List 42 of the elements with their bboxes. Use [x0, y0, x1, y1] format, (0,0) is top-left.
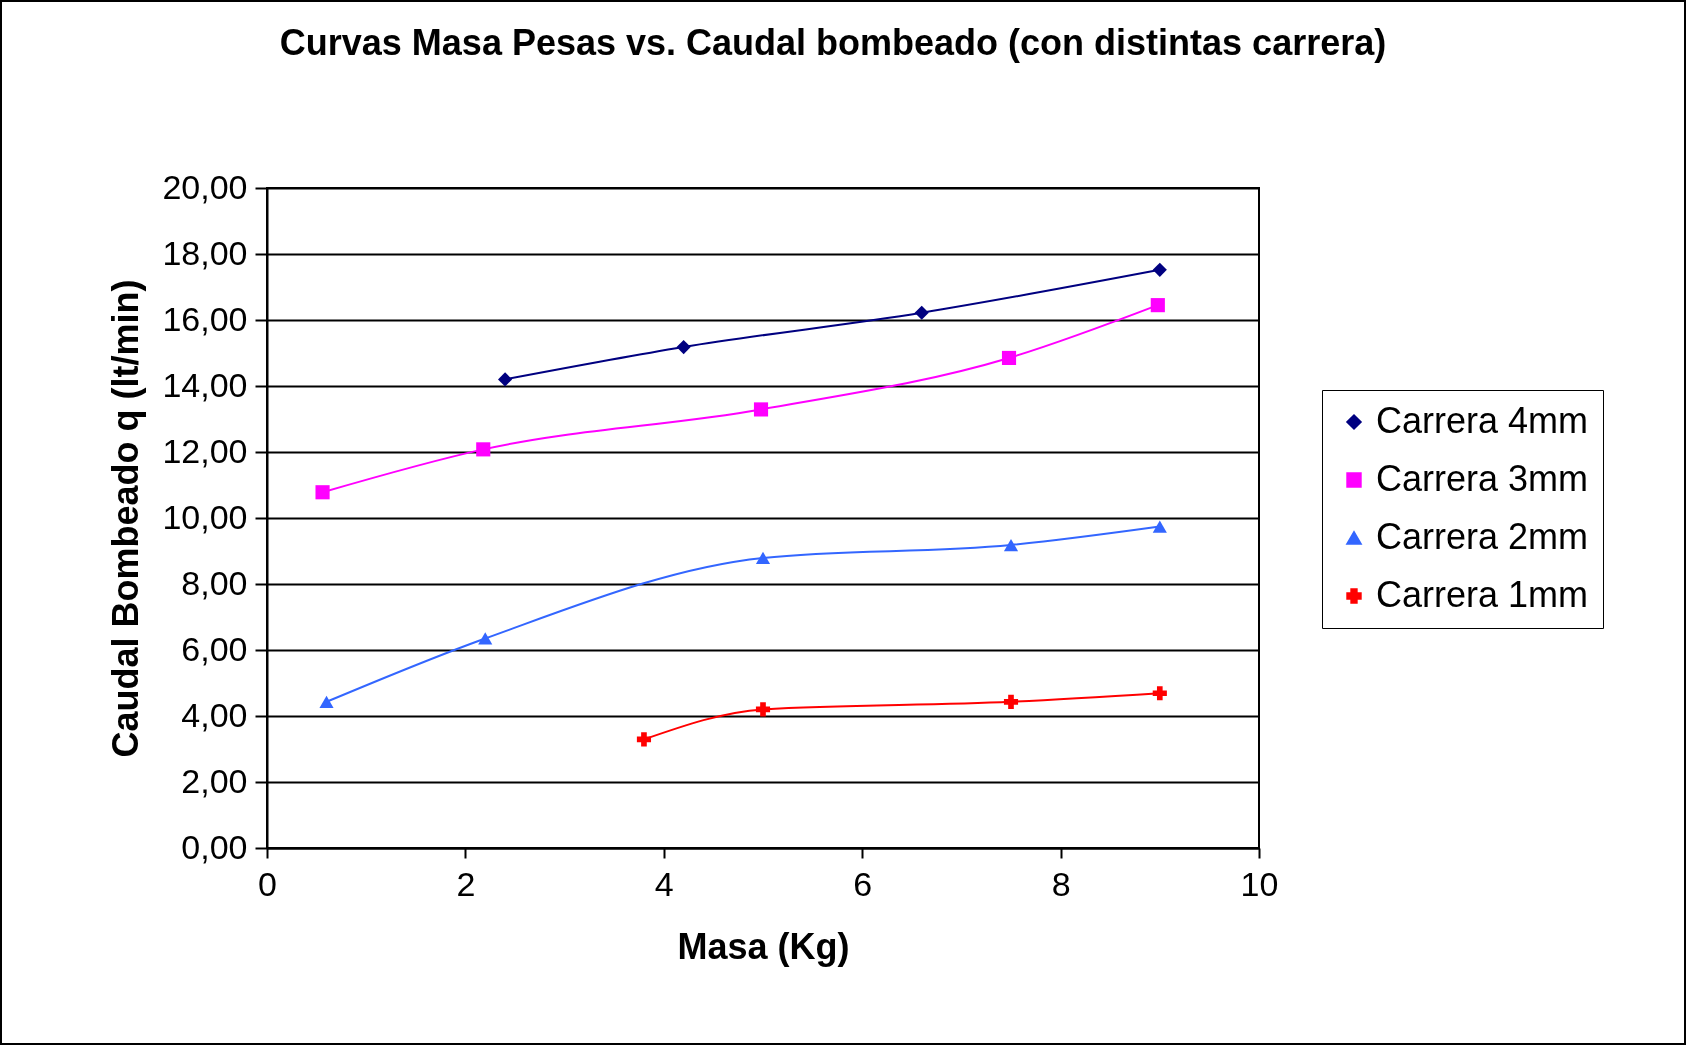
- y-tick-label: 16,00: [162, 299, 248, 338]
- point: [476, 442, 491, 457]
- point: [1001, 350, 1017, 366]
- point: [755, 702, 771, 717]
- point: [1152, 520, 1167, 533]
- legend-label: Carrera 3mm: [1376, 458, 1589, 499]
- point: [753, 402, 769, 417]
- x-tick-label: 6: [853, 864, 873, 903]
- y-tick-label: 4,00: [181, 695, 248, 734]
- y-tick-label: 14,00: [162, 365, 248, 404]
- point: [676, 339, 691, 355]
- x-axis-title: Masa (Kg): [677, 925, 850, 967]
- legend-label: Carrera 1mm: [1376, 574, 1589, 615]
- point: [1003, 538, 1019, 552]
- point: [498, 372, 513, 387]
- legend-label: Carrera 2mm: [1376, 516, 1589, 557]
- legend-label: Carrera 4mm: [1376, 400, 1589, 441]
- point: [1003, 694, 1019, 709]
- point: [914, 305, 929, 320]
- y-axis-title: Caudal Bombeado q (lt/min): [105, 279, 147, 758]
- x-tick-label: 4: [654, 864, 674, 903]
- point: [1150, 298, 1165, 313]
- x-tick-label: 0: [258, 864, 277, 903]
- point: [1152, 686, 1167, 701]
- y-tick-label: 10,00: [162, 497, 248, 536]
- y-tick-label: 6,00: [181, 629, 248, 668]
- y-tick-label: 20,00: [162, 167, 248, 206]
- point: [315, 485, 330, 500]
- x-tick-label: 2: [456, 864, 476, 903]
- y-tick-label: 2,00: [181, 761, 248, 800]
- point: [636, 732, 652, 747]
- point: [319, 695, 334, 708]
- y-tick-label: 18,00: [162, 233, 248, 272]
- y-tick-label: 12,00: [162, 431, 248, 470]
- point: [755, 551, 771, 565]
- chart-title: Curvas Masa Pesas vs. Caudal bombeado (con distintas carrera): [279, 22, 1387, 63]
- x-tick-label: 10: [1240, 864, 1279, 903]
- y-tick-label: 8,00: [181, 563, 248, 602]
- point: [478, 632, 493, 645]
- x-tick-label: 8: [1051, 864, 1071, 903]
- y-tick-label: 0,00: [181, 827, 248, 866]
- point: [1152, 262, 1167, 277]
